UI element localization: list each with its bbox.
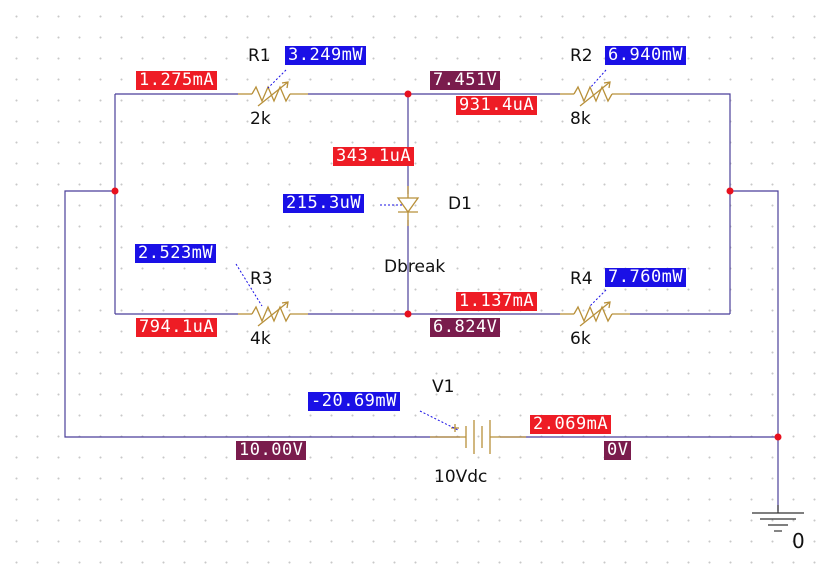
ground-symbol <box>752 505 804 532</box>
r2-name: R2 <box>570 46 593 66</box>
resistor-r1-symbol[interactable] <box>238 81 308 107</box>
r3-name: R3 <box>250 269 273 289</box>
d1-current-marker[interactable]: 343.1uA <box>333 147 415 166</box>
ground-name: 0 <box>792 529 805 553</box>
r4-name: R4 <box>570 269 593 289</box>
r2-current-marker[interactable]: 931.4uA <box>456 96 538 115</box>
v1-name: V1 <box>432 377 455 397</box>
wire-right-bridge <box>630 93 731 314</box>
diode-d1-symbol[interactable] <box>396 186 420 226</box>
r3-power-marker[interactable]: 2.523mW <box>135 244 217 263</box>
v1-current-marker[interactable]: 2.069mA <box>530 415 612 434</box>
resistor-r4-symbol[interactable] <box>560 301 630 327</box>
r1-current-marker[interactable]: 1.275mA <box>136 71 218 90</box>
d1-power-marker[interactable]: 215.3uW <box>283 194 365 213</box>
r1-value: 2k <box>250 109 271 129</box>
r4-value: 6k <box>570 329 591 349</box>
ground-node-voltage-marker[interactable]: 0V <box>604 441 632 460</box>
junctions <box>111 90 782 441</box>
r2-power-marker[interactable]: 6.940mW <box>605 46 687 65</box>
r4-current-marker[interactable]: 1.137mA <box>456 292 538 311</box>
r3-value: 4k <box>250 329 271 349</box>
source-node-voltage-marker[interactable]: 10.00V <box>236 441 307 460</box>
wire-source-right <box>730 190 779 511</box>
d1-model: Dbreak <box>384 257 446 277</box>
top-node-voltage-marker[interactable]: 7.451V <box>430 71 501 90</box>
r1-name: R1 <box>248 46 271 66</box>
power-marker-leaders <box>235 69 607 431</box>
v1-power-marker[interactable]: -20.69mW <box>308 392 400 411</box>
v1-value: 10Vdc <box>434 467 488 487</box>
r2-value: 8k <box>570 109 591 129</box>
r4-power-marker[interactable]: 7.760mW <box>605 268 687 287</box>
r1-power-marker[interactable]: 3.249mW <box>285 46 367 65</box>
bottom-node-voltage-marker[interactable]: 6.824V <box>430 318 501 337</box>
wire-source-left <box>64 190 460 438</box>
d1-name: D1 <box>448 194 472 214</box>
r3-current-marker[interactable]: 794.1uA <box>136 318 218 337</box>
wires <box>64 93 779 511</box>
voltage-source-v1-symbol[interactable] <box>430 420 526 454</box>
resistor-r2-symbol[interactable] <box>560 81 630 107</box>
resistor-r3-symbol[interactable] <box>238 301 308 327</box>
